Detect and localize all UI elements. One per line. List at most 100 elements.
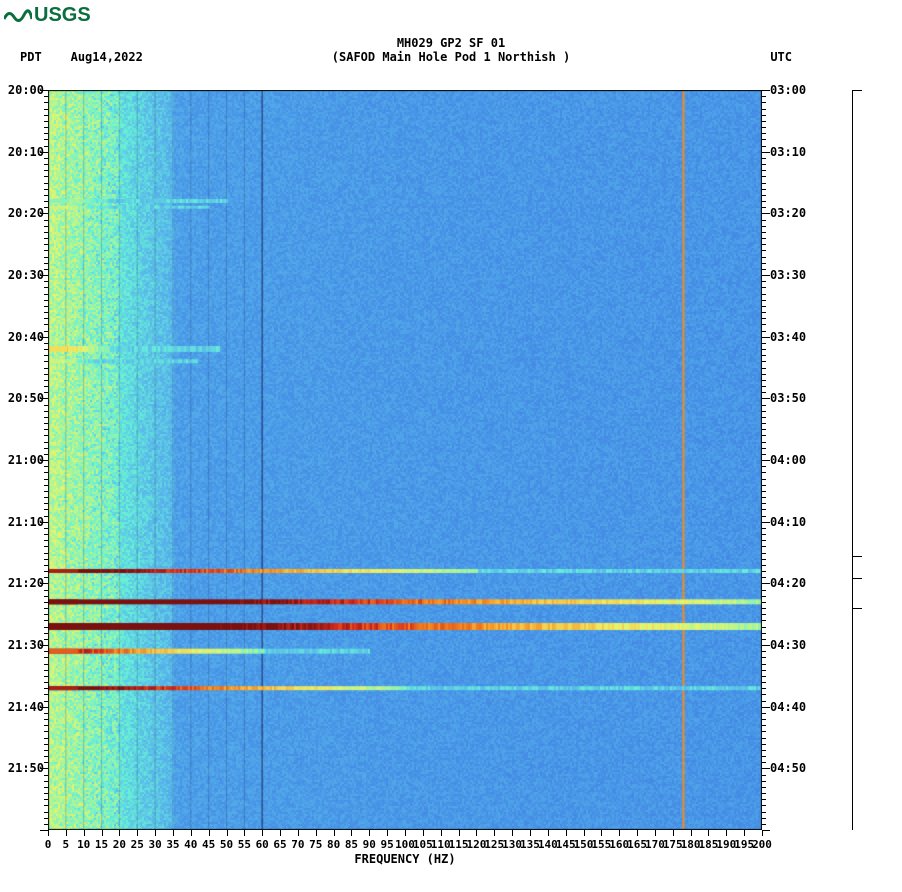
y-minor-tick [44, 318, 48, 319]
y-minor-tick [762, 701, 766, 702]
x-tick-label: 50 [220, 838, 233, 851]
y-minor-tick [762, 324, 766, 325]
y-minor-tick [44, 682, 48, 683]
y-minor-tick [44, 195, 48, 196]
y-minor-tick [44, 497, 48, 498]
y-minor-tick [44, 694, 48, 695]
y-minor-tick [40, 460, 48, 461]
y-minor-tick [44, 731, 48, 732]
y-minor-tick [44, 491, 48, 492]
y-minor-tick [40, 522, 48, 523]
y-minor-tick [762, 583, 770, 584]
x-tick-mark [351, 830, 352, 836]
y-minor-tick [44, 115, 48, 116]
x-tick-mark [655, 830, 656, 836]
x-tick-mark [584, 830, 585, 836]
y-minor-tick [762, 127, 766, 128]
y-minor-tick [762, 275, 770, 276]
x-tick-mark [423, 830, 424, 836]
y-minor-tick [762, 158, 766, 159]
colorbar-tick [852, 608, 862, 609]
y-minor-tick [44, 244, 48, 245]
y-minor-tick [762, 491, 766, 492]
y-minor-tick [44, 454, 48, 455]
y-minor-tick [44, 805, 48, 806]
x-tick-mark [405, 830, 406, 836]
y-minor-tick [762, 602, 766, 603]
title-line-1: MH029 GP2 SF 01 [0, 36, 902, 50]
y-minor-tick [762, 368, 766, 369]
y-minor-tick [762, 756, 766, 757]
x-tick-label: 40 [184, 838, 197, 851]
y-minor-tick [762, 349, 766, 350]
y-minor-tick [44, 312, 48, 313]
x-tick-label: 5 [63, 838, 70, 851]
y-right-tick: 03:10 [770, 145, 806, 159]
y-minor-tick [762, 540, 766, 541]
y-minor-tick [762, 269, 766, 270]
y-minor-tick [44, 503, 48, 504]
y-minor-tick [44, 324, 48, 325]
y-minor-tick [762, 738, 766, 739]
y-minor-tick [762, 392, 766, 393]
y-minor-tick [762, 664, 766, 665]
x-tick-label: 35 [166, 838, 179, 851]
y-minor-tick [762, 479, 766, 480]
colorbar-tick [852, 578, 862, 579]
y-minor-tick [762, 207, 766, 208]
x-tick-mark [227, 830, 228, 836]
y-minor-tick [44, 435, 48, 436]
x-tick-mark [191, 830, 192, 836]
y-minor-tick [762, 109, 766, 110]
y-minor-tick [762, 146, 766, 147]
y-minor-tick [762, 787, 766, 788]
y-minor-tick [44, 287, 48, 288]
y-minor-tick [762, 608, 766, 609]
x-tick-label: 20 [113, 838, 126, 851]
y-minor-tick [762, 614, 766, 615]
x-tick-mark [209, 830, 210, 836]
x-tick-mark [530, 830, 531, 836]
y-minor-tick [44, 448, 48, 449]
y-minor-tick [762, 793, 766, 794]
y-minor-tick [762, 559, 766, 560]
x-tick-mark [459, 830, 460, 836]
y-minor-tick [762, 380, 766, 381]
y-minor-tick [762, 781, 766, 782]
y-minor-tick [762, 435, 766, 436]
colorbar [852, 90, 862, 830]
y-minor-tick [40, 583, 48, 584]
y-minor-tick [44, 164, 48, 165]
y-left-tick: 20:10 [0, 145, 44, 159]
x-tick-mark [673, 830, 674, 836]
y-minor-tick [762, 725, 766, 726]
y-minor-tick [44, 146, 48, 147]
y-minor-tick [44, 411, 48, 412]
y-minor-tick [44, 602, 48, 603]
y-minor-tick [44, 189, 48, 190]
y-right-tick: 03:30 [770, 268, 806, 282]
x-tick-mark [119, 830, 120, 836]
y-minor-tick [762, 516, 766, 517]
x-tick-mark [137, 830, 138, 836]
y-minor-tick [762, 645, 770, 646]
y-minor-tick [762, 263, 766, 264]
y-minor-tick [762, 244, 766, 245]
tz-right: UTC [770, 50, 792, 64]
y-minor-tick [44, 571, 48, 572]
y-minor-tick [762, 133, 766, 134]
y-minor-tick [762, 318, 766, 319]
y-minor-tick [762, 411, 766, 412]
x-tick-mark [84, 830, 85, 836]
y-minor-tick [44, 812, 48, 813]
x-tick-mark [441, 830, 442, 836]
y-minor-tick [762, 405, 766, 406]
y-minor-tick [44, 657, 48, 658]
x-tick-mark [173, 830, 174, 836]
x-tick-mark [619, 830, 620, 836]
y-minor-tick [762, 152, 770, 153]
y-minor-tick [762, 232, 766, 233]
y-minor-tick [762, 102, 766, 103]
y-minor-tick [762, 164, 766, 165]
x-tick-mark [387, 830, 388, 836]
